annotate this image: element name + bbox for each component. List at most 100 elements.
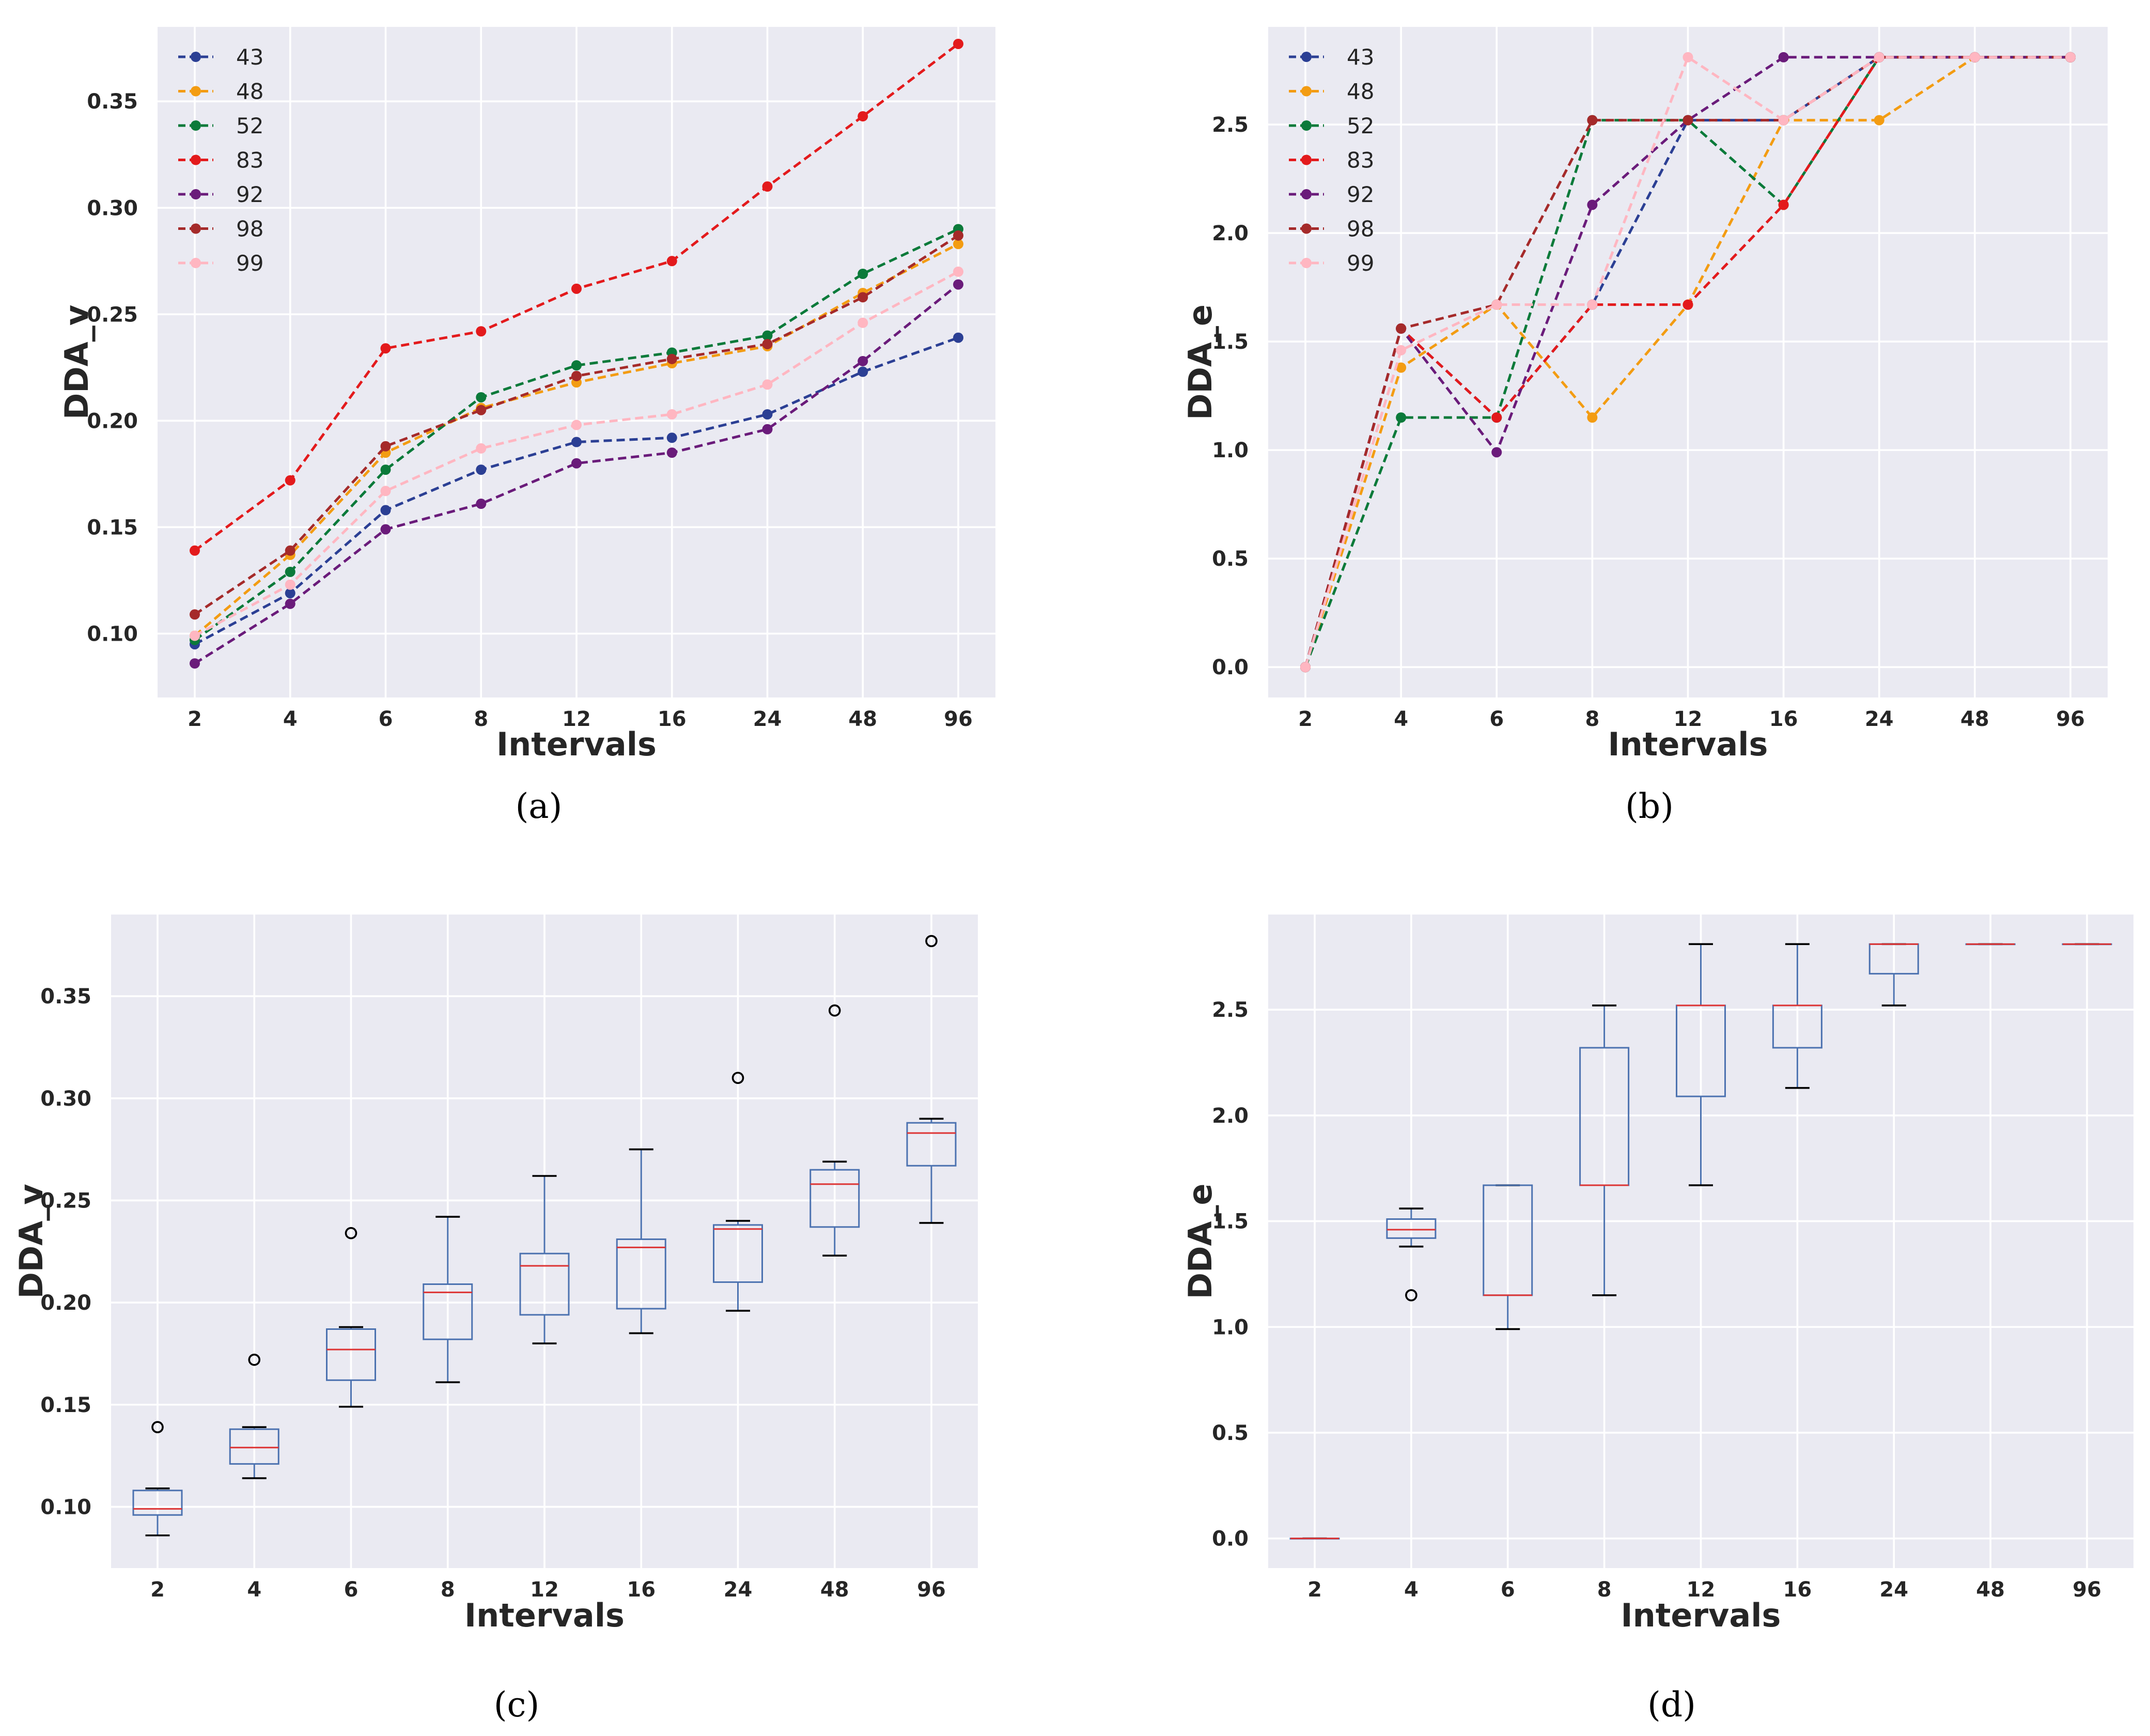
legend-marker [1301,189,1312,199]
y-tick-label: 0.5 [1212,1421,1249,1445]
data-point [190,630,200,641]
data-point [190,609,200,620]
box-body [906,1122,957,1167]
series-98 [190,230,963,620]
data-point [666,432,677,443]
data-point [858,355,868,366]
data-point [762,181,773,192]
data-point [285,545,295,556]
data-point [1682,52,1693,63]
series-83 [190,38,963,556]
x-tick-label: 4 [1394,707,1408,731]
y-axis-label: DDA_e [1181,1184,1219,1299]
data-point [1396,345,1407,355]
x-tick-label: 12 [1674,707,1703,731]
data-point [380,505,391,516]
legend-marker [191,258,201,268]
x-tick-label: 6 [1489,707,1504,731]
data-point [476,326,487,337]
data-point [476,392,487,402]
box-2 [132,1421,183,1537]
legend-label: 43 [236,44,263,70]
data-point [571,370,582,381]
x-tick-label: 8 [474,707,488,731]
box-body [423,1283,473,1340]
legend-marker [191,154,201,165]
data-point [380,441,391,452]
data-point [953,332,963,343]
legend-label: 92 [1347,182,1374,207]
legend-label: 43 [1347,44,1374,70]
series-line [1304,55,2070,668]
x-tick-label: 4 [1404,1578,1419,1602]
grid [1268,27,2108,698]
box-8 [423,1216,473,1384]
x-tick-label: 2 [188,707,202,731]
x-tick-label: 6 [344,1578,359,1602]
legend-marker [191,120,201,131]
data-point [858,366,868,377]
y-tick-label: 0.10 [87,622,138,646]
y-tick-label: 0.5 [1212,547,1249,571]
box-4 [229,1353,279,1479]
legend-item: 52 [1289,113,1374,138]
y-tick-label: 0.25 [87,303,138,327]
data-point [1587,299,1598,310]
data-point [666,447,677,458]
y-tick-label: 0.30 [40,1087,91,1111]
data-point [953,266,963,277]
box-6 [326,1227,376,1408]
y-tick-label: 0.30 [87,196,138,220]
x-tick-label: 96 [944,707,973,731]
legend-marker [191,189,201,199]
data-point [1874,115,1884,126]
data-point [380,524,391,535]
legend-marker [191,223,201,234]
data-point [571,458,582,469]
legend-item: 98 [1289,216,1374,242]
data-point [285,598,295,609]
legend-item: 43 [1289,44,1374,70]
x-tick-label: 24 [724,1578,753,1602]
data-point [571,283,582,294]
outlier-point [828,1004,841,1017]
data-point [1396,412,1407,423]
panel-caption: (b) [1625,786,1674,826]
legend-marker [1301,52,1312,62]
data-point [1969,52,1980,63]
y-tick-label: 0.20 [40,1291,91,1315]
data-point [571,437,582,447]
legend-label: 98 [1347,216,1374,242]
y-tick-label: 0.35 [40,985,91,1009]
x-tick-label: 96 [2056,707,2085,731]
data-point [190,658,200,669]
legend-marker [191,52,201,62]
legend-item: 48 [178,79,263,104]
data-point [1300,662,1311,673]
y-tick-label: 0.10 [40,1495,91,1519]
data-point [476,464,487,475]
y-tick-label: 1.5 [1212,330,1249,354]
box-body [229,1428,279,1465]
outlier-point [248,1353,261,1366]
y-tick-label: 2.0 [1212,222,1249,245]
legend-label: 98 [236,216,263,242]
data-point [762,379,773,390]
box-8 [1579,1004,1630,1296]
legend-item: 98 [178,216,263,242]
series-92 [190,279,963,669]
legend-marker [1301,223,1312,234]
data-point [953,239,963,250]
legend-item: 99 [178,251,263,276]
data-point [190,545,200,556]
x-axis-label: Intervals [496,725,657,763]
data-point [476,405,487,415]
data-point [762,338,773,349]
legend-marker [1301,120,1312,131]
legend-label: 99 [1347,251,1374,276]
data-point [380,343,391,354]
data-point [762,330,773,341]
data-point [1587,199,1598,210]
series-line [1304,56,2070,668]
y-tick-label: 0.35 [87,90,138,114]
